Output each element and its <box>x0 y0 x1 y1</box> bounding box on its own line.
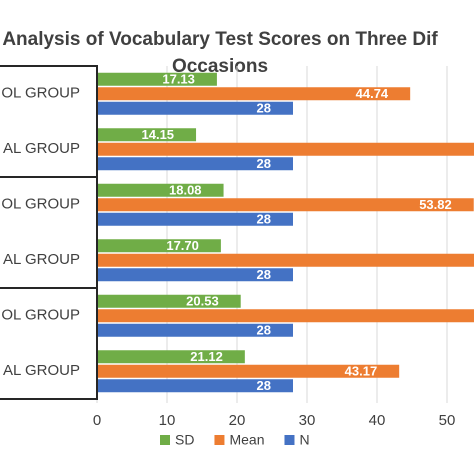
group-box <box>0 65 98 178</box>
bar <box>97 198 474 212</box>
bar <box>97 157 293 171</box>
legend-label: N <box>299 432 309 448</box>
data-label: 28 <box>257 323 271 338</box>
bar <box>97 253 474 267</box>
legend-swatch <box>284 435 295 445</box>
x-tick-label: 0 <box>93 412 101 429</box>
data-label: 44.74 <box>356 86 389 101</box>
bar <box>97 350 245 364</box>
y-tick-label: OL GROUP <box>1 307 80 324</box>
data-label: 18.08 <box>169 183 202 198</box>
group-box <box>0 287 98 400</box>
bar <box>97 379 293 393</box>
y-tick-label: AL GROUP <box>3 251 80 268</box>
data-label: 14.15 <box>142 127 175 142</box>
y-tick-label: AL GROUP <box>3 140 80 157</box>
data-label: 21.12 <box>190 349 223 364</box>
data-label: 28 <box>257 378 271 393</box>
data-label: 20.53 <box>186 294 219 309</box>
bar <box>97 294 241 308</box>
data-label: 17.13 <box>162 72 195 87</box>
legend-swatch <box>214 435 225 445</box>
data-label: 28 <box>257 267 271 282</box>
bar <box>97 364 400 378</box>
data-label: 28 <box>257 212 271 227</box>
bar <box>97 128 197 142</box>
x-tick-label: 20 <box>229 412 246 429</box>
bar <box>97 183 224 197</box>
bar <box>97 309 474 323</box>
x-tick-label: 30 <box>299 412 316 429</box>
x-tick-label: 10 <box>159 412 176 429</box>
bar <box>97 101 293 115</box>
y-tick-label: OL GROUP <box>1 85 80 102</box>
data-label: 28 <box>257 101 271 116</box>
legend-label: Mean <box>229 432 264 448</box>
x-tick-label: 40 <box>369 412 386 429</box>
data-label: 28 <box>257 156 271 171</box>
bar <box>97 212 293 226</box>
bar <box>97 142 474 156</box>
y-tick-label: AL GROUP <box>3 362 80 379</box>
bar <box>97 87 411 101</box>
bar <box>97 72 217 86</box>
chart-title: Analysis of Vocabulary Test Scores on Th… <box>2 29 438 50</box>
bar <box>97 323 293 337</box>
legend-label: SD <box>175 432 194 448</box>
bar <box>97 268 293 282</box>
data-label: 17.70 <box>166 238 199 253</box>
data-label: 43.17 <box>345 364 378 379</box>
data-label: 53.82 <box>419 197 452 212</box>
x-tick-label: 50 <box>439 412 456 429</box>
bar <box>97 239 221 253</box>
group-box <box>0 176 98 289</box>
chart-subtitle: Occasions <box>172 56 268 77</box>
legend-swatch <box>160 435 170 445</box>
y-tick-label: OL GROUP <box>1 196 80 213</box>
